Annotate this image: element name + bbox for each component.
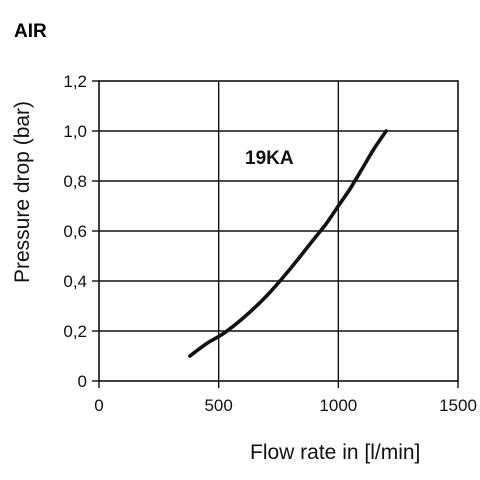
x-tick-label-1: 500 bbox=[204, 396, 232, 415]
y-tick-label-6: 1,2 bbox=[63, 72, 87, 91]
series-line-0 bbox=[188, 129, 388, 358]
y-tick-label-0: 0 bbox=[78, 372, 87, 391]
y-tick-label-3: 0,6 bbox=[63, 222, 87, 241]
y-tick-label-4: 0,8 bbox=[63, 172, 87, 191]
series-group bbox=[188, 129, 388, 358]
chart-title: AIR bbox=[14, 21, 47, 42]
y-axis-label: Pressure drop (bar) bbox=[11, 101, 34, 283]
x-tick-label-3: 1500 bbox=[439, 396, 477, 415]
x-tick-label-0: 0 bbox=[94, 396, 103, 415]
x-axis-ticks: 0 500 1000 1500 bbox=[94, 381, 477, 415]
x-tick-label-2: 1000 bbox=[319, 396, 357, 415]
series-label-19ka: 19KA bbox=[245, 148, 294, 169]
y-axis-ticks: 0 0,2 0,4 0,6 0,8 1,0 1,2 bbox=[63, 72, 99, 391]
y-tick-label-5: 1,0 bbox=[63, 122, 87, 141]
grid bbox=[99, 81, 458, 381]
x-axis-label: Flow rate in [l/min] bbox=[250, 441, 420, 464]
y-tick-label-2: 0,4 bbox=[63, 272, 87, 291]
y-tick-label-1: 0,2 bbox=[63, 322, 87, 341]
